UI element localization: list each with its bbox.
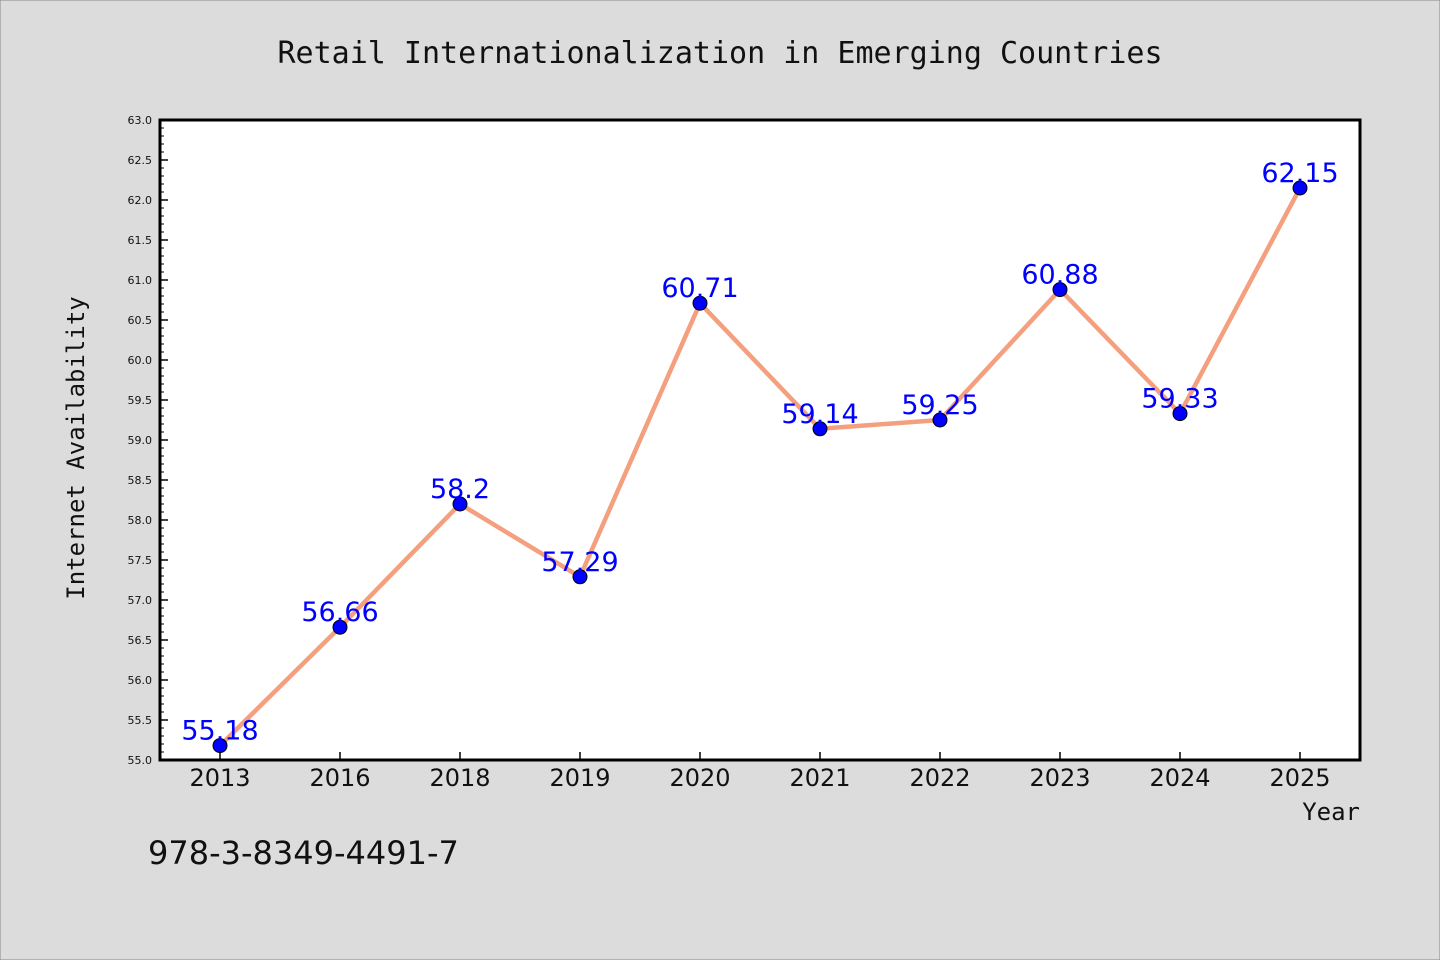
x-tick-label: 2020 bbox=[669, 764, 730, 792]
data-label: 57.29 bbox=[541, 547, 618, 578]
data-label: 62.15 bbox=[1261, 158, 1338, 189]
x-tick-label: 2021 bbox=[789, 764, 850, 792]
x-axis: 2013 2016 2018 2019 2020 2021 2022 2023 2024 2025 bbox=[189, 752, 1331, 792]
y-tick-label: 59.5 bbox=[128, 394, 153, 407]
data-point bbox=[332, 619, 348, 635]
data-point bbox=[812, 421, 828, 437]
y-tick-label: 61.5 bbox=[128, 234, 153, 247]
x-tick-label: 2023 bbox=[1029, 764, 1090, 792]
data-label: 59.33 bbox=[1141, 384, 1218, 415]
y-tick-label: 62.0 bbox=[128, 194, 153, 207]
data-point bbox=[1172, 406, 1188, 422]
y-axis-label: Internet Availability bbox=[62, 296, 90, 599]
y-tick-label: 55.5 bbox=[128, 714, 153, 727]
data-label: 58.2 bbox=[430, 474, 490, 505]
y-tick-label: 63.0 bbox=[128, 114, 153, 127]
x-tick-label: 2018 bbox=[429, 764, 490, 792]
x-tick-label: 2024 bbox=[1149, 764, 1210, 792]
data-point bbox=[1052, 282, 1068, 298]
y-tick-label: 60.5 bbox=[128, 314, 153, 327]
data-point bbox=[1292, 180, 1308, 196]
x-tick-label: 2019 bbox=[549, 764, 610, 792]
data-point bbox=[692, 295, 708, 311]
chart-title: Retail Internationalization in Emerging … bbox=[277, 36, 1162, 71]
data-label: 60.71 bbox=[661, 273, 738, 304]
y-tick-label: 61.0 bbox=[128, 274, 153, 287]
x-tick-label: 2013 bbox=[189, 764, 250, 792]
data-label: 56.66 bbox=[301, 597, 378, 628]
y-tick-label: 57.5 bbox=[128, 554, 153, 567]
x-axis-label: Year bbox=[1302, 798, 1360, 826]
y-tick-label: 56.5 bbox=[128, 634, 153, 647]
y-tick-label: 58.0 bbox=[128, 514, 153, 527]
y-axis: 55.0 55.5 56.0 56.5 57.0 57.5 58.0 58.5 59.0 59.5… bbox=[128, 114, 168, 767]
data-point bbox=[572, 569, 588, 585]
data-point bbox=[932, 412, 948, 428]
data-label: 59.25 bbox=[901, 390, 978, 421]
series-line bbox=[218, 186, 1302, 748]
data-point bbox=[212, 738, 228, 754]
data-label: 55.18 bbox=[181, 716, 258, 747]
x-tick-label: 2022 bbox=[909, 764, 970, 792]
x-tick-label: 2025 bbox=[1269, 764, 1330, 792]
y-tick-label: 58.5 bbox=[128, 474, 153, 487]
y-tick-label: 59.0 bbox=[128, 434, 153, 447]
series-layer bbox=[212, 180, 1308, 754]
data-label: 60.88 bbox=[1021, 260, 1098, 291]
data-labels: 55.18 56.66 58.2 57.29 60.71 59.14 59.25 60.88 5… bbox=[181, 158, 1338, 747]
data-point bbox=[452, 496, 468, 512]
data-label: 59.14 bbox=[781, 399, 858, 430]
y-tick-label: 55.0 bbox=[128, 754, 153, 767]
y-tick-label: 56.0 bbox=[128, 674, 153, 687]
y-tick-label: 62.5 bbox=[128, 154, 153, 167]
y-tick-label: 60.0 bbox=[128, 354, 153, 367]
isbn-annotation: 978-3-8349-4491-7 bbox=[148, 834, 459, 872]
plot-area bbox=[158, 118, 1362, 762]
x-tick-label: 2016 bbox=[309, 764, 370, 792]
y-tick-label: 57.0 bbox=[128, 594, 153, 607]
